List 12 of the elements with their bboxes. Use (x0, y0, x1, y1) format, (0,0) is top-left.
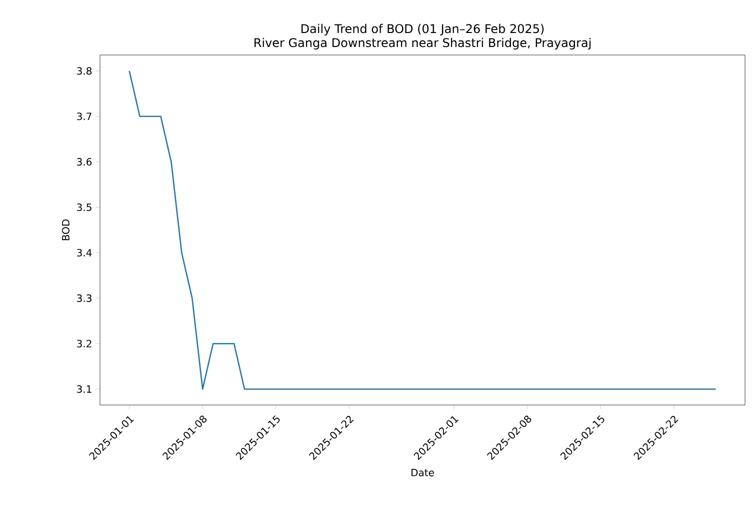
y-tick-label: 3.8 (77, 67, 92, 75)
y-tick-label: 3.3 (77, 294, 92, 302)
y-tick-label: 3.5 (77, 203, 92, 212)
y-tick-label: 3.7 (77, 112, 92, 120)
y-tick-label: 3.6 (77, 158, 92, 166)
y-tick-label: 3.1 (77, 385, 92, 393)
x-axis-title: Date (412, 468, 434, 476)
chart-title: Daily Trend of BOD (01 Jan–26 Feb 2025) (301, 24, 544, 36)
y-tick-label: 3.2 (77, 340, 92, 348)
y-axis-title: BOD (62, 219, 70, 240)
chart-subtitle: River Ganga Downstream near Shastri Bridge, Prayagraj (254, 38, 591, 50)
y-tick-label: 3.4 (77, 248, 92, 257)
